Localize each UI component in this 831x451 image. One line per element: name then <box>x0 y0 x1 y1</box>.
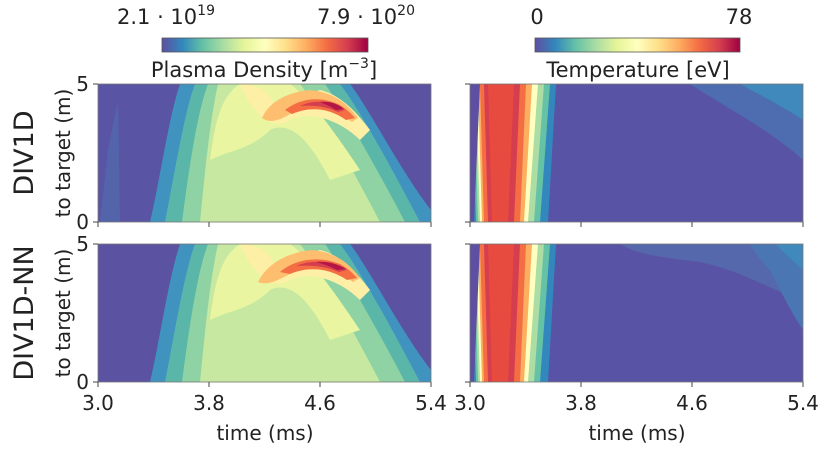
colorbar-temperature: 0 78 Temperature [eV] <box>530 5 752 82</box>
x-tick-label: 3.0 <box>454 391 486 415</box>
y-axis-label-bottom: to target (m) <box>51 249 75 378</box>
row-label-div1d-nn: DIV1D-NN <box>9 245 40 380</box>
y-tick-label: 5 <box>76 72 89 96</box>
x-tick-label: 4.6 <box>676 391 708 415</box>
x-axis-label-right: time (ms) <box>588 421 685 445</box>
colorbar-temperature-label: Temperature [eV] <box>545 58 729 82</box>
colorbar-density-min: 2.1 · 1019 <box>117 3 215 29</box>
heatmap-div1d-temperature <box>469 83 804 223</box>
panel-frame <box>469 243 804 383</box>
x-tick-label: 4.6 <box>304 391 336 415</box>
panel-frame <box>97 83 432 223</box>
y-tick-label: 0 <box>76 210 89 234</box>
x-tick-label: 5.4 <box>415 391 447 415</box>
panel-frame <box>97 243 432 383</box>
y-tick-label: 0 <box>76 370 89 394</box>
heatmap-div1d-density <box>97 83 432 223</box>
y-tick-label: 5 <box>76 232 89 256</box>
colorbar-density: 2.1 · 1019 7.9 · 1020 Plasma Density [m−… <box>117 3 415 82</box>
x-axis-label-left: time (ms) <box>216 421 313 445</box>
colorbar-temperature-min: 0 <box>530 5 543 29</box>
y-axis-label-top: to target (m) <box>51 89 75 218</box>
heatmap-div1d-nn-temperature <box>469 243 804 383</box>
x-tick-label: 5.4 <box>787 391 819 415</box>
colorbar-temperature-max: 78 <box>726 5 753 29</box>
colorbar-density-max: 7.9 · 1020 <box>317 3 415 29</box>
heatmap-div1d-nn-density <box>97 243 432 383</box>
x-tick-label: 3.8 <box>565 391 597 415</box>
colorbar-temperature-gradient <box>534 37 741 53</box>
x-tick-label: 3.0 <box>82 391 114 415</box>
panel-frame <box>469 83 804 223</box>
colorbar-density-gradient <box>161 37 369 53</box>
colorbar-density-label: Plasma Density [m−3] <box>151 56 377 82</box>
x-tick-label: 3.8 <box>193 391 225 415</box>
row-label-div1d: DIV1D <box>9 110 40 195</box>
